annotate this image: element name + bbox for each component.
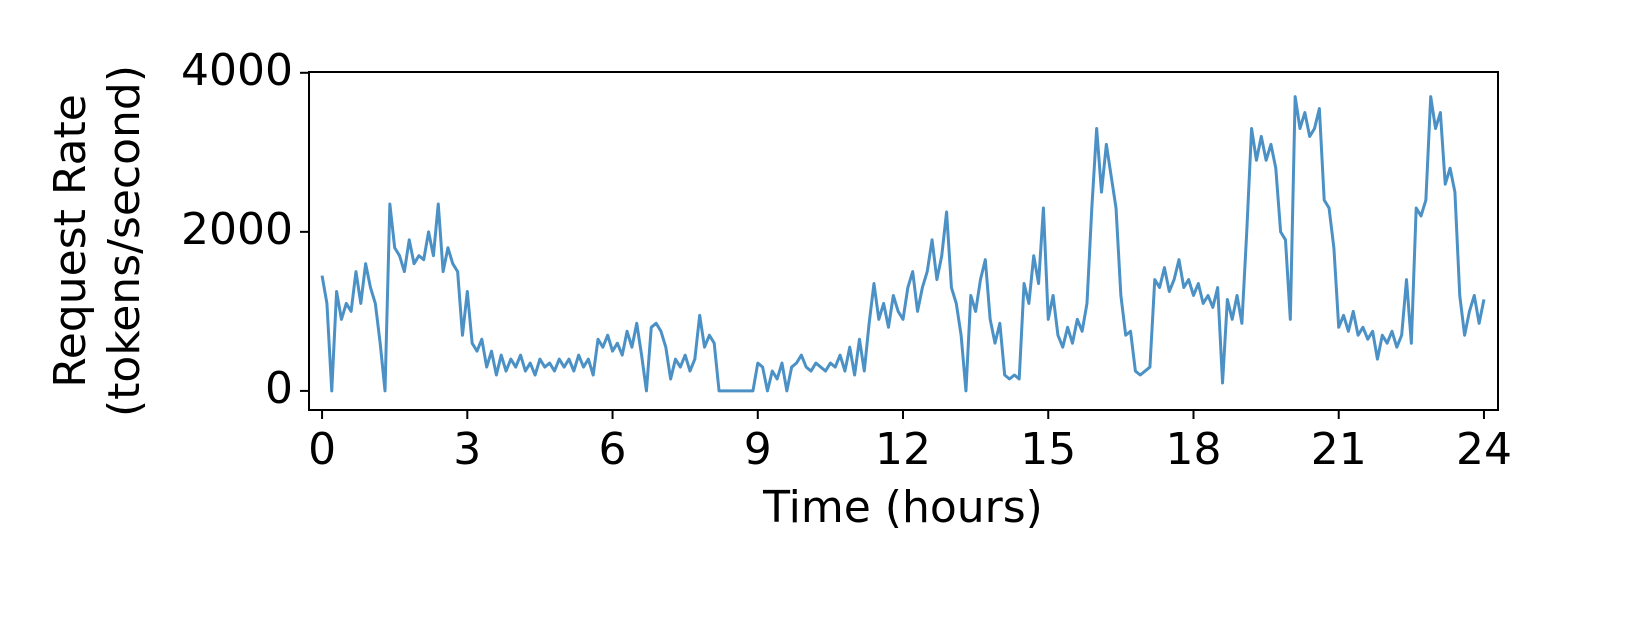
- y-tick-label: 0: [265, 363, 293, 414]
- x-axis-label: Time (hours): [762, 482, 1043, 533]
- x-tick-label: 18: [1165, 424, 1221, 475]
- x-tick-label: 0: [308, 424, 336, 475]
- plot-frame: [308, 71, 1499, 411]
- x-tick-label: 24: [1456, 424, 1512, 475]
- y-tick-label: 4000: [181, 45, 293, 96]
- y-axis-label: Request Rate: [45, 94, 96, 388]
- y-tick-label: 2000: [181, 204, 293, 255]
- x-tick-label: 21: [1311, 424, 1367, 475]
- x-tick-label: 6: [599, 424, 627, 475]
- data-line: [320, 95, 1486, 393]
- x-tick-label: 3: [453, 424, 481, 475]
- y-axis-label: (tokens/second): [99, 65, 150, 417]
- x-tick-label: 9: [744, 424, 772, 475]
- x-tick-label: 15: [1020, 424, 1076, 475]
- x-tick-label: 12: [875, 424, 931, 475]
